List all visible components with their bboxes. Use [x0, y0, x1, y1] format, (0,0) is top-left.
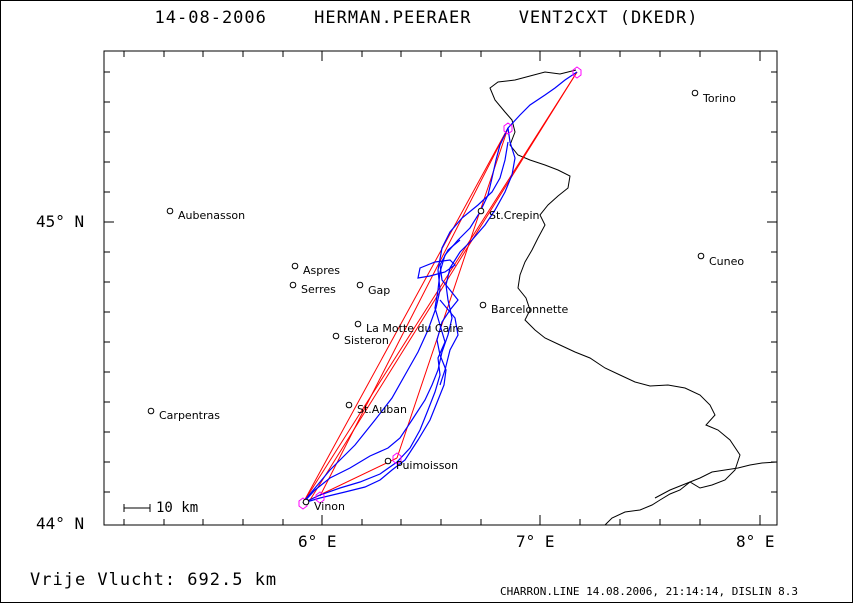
place-label-gap: Gap — [368, 284, 390, 297]
turnpoint-marker — [315, 491, 325, 504]
place-marker — [477, 207, 485, 215]
place-marker — [147, 407, 155, 415]
place-label-sisteron: Sisteron — [344, 334, 389, 347]
place-marker — [697, 252, 705, 260]
scale-label: 10 km — [156, 500, 199, 516]
pilot-name: HERMAN.PEERAER — [314, 8, 472, 28]
place-marker — [289, 281, 297, 289]
scale-bar — [123, 504, 151, 512]
place-marker — [356, 281, 364, 289]
left-ticks — [104, 71, 114, 493]
place-marker — [691, 89, 699, 97]
place-label-st-auban: St.Auban — [357, 403, 407, 416]
place-label-serres: Serres — [301, 283, 336, 296]
flight-title: 14-08-2006 HERMAN.PEERAER VENT2CXT (DKED… — [0, 8, 853, 28]
lon-label-7: 7° E — [516, 532, 555, 551]
place-label-vinon: Vinon — [314, 500, 345, 513]
place-label-st-crepin: St.Crepin — [489, 209, 540, 222]
flight-date: 14-08-2006 — [154, 8, 267, 28]
place-marker — [479, 301, 487, 309]
place-labels: Torino Aubenasson St.Crepin Cuneo Aspres… — [159, 92, 744, 513]
place-label-cuneo: Cuneo — [709, 255, 744, 268]
place-markers — [147, 89, 705, 506]
place-label-carpentras: Carpentras — [159, 409, 220, 422]
place-marker — [332, 332, 340, 340]
place-label-aspres: Aspres — [303, 264, 340, 277]
place-marker — [345, 401, 353, 409]
right-ticks — [767, 71, 777, 493]
place-label-barcelonnette: Barcelonnette — [491, 303, 569, 316]
place-marker — [302, 498, 310, 506]
turnpoint-marker — [503, 122, 513, 135]
place-marker — [384, 457, 392, 465]
flight-track — [302, 71, 578, 504]
bottom-ticks — [123, 515, 761, 525]
glider-id: VENT2CXT (DKEDR) — [518, 8, 699, 28]
top-ticks — [123, 51, 761, 61]
lat-label-45: 45° N — [36, 212, 85, 231]
map-border — [103, 50, 778, 526]
place-label-puimoisson: Puimoisson — [396, 459, 458, 472]
turnpoint-marker — [392, 452, 402, 465]
place-marker — [291, 262, 299, 270]
distance-summary: Vrije Vlucht: 692.5 km — [30, 570, 278, 590]
coast-line — [654, 461, 778, 499]
turnpoint-marker — [572, 66, 582, 79]
place-label-la-motte-du-caire: La Motte du Caire — [366, 322, 464, 335]
place-marker — [354, 320, 362, 328]
place-label-aubenasson: Aubenasson — [178, 209, 245, 222]
lon-label-8: 8° E — [736, 532, 775, 551]
lon-label-6: 6° E — [298, 532, 337, 551]
program-info: CHARRON.LINE 14.08.2006, 21:14:14, DISLI… — [500, 585, 799, 598]
place-marker — [166, 207, 174, 215]
country-border — [489, 69, 741, 526]
place-label-torino: Torino — [702, 92, 736, 105]
lat-label-44: 44° N — [36, 514, 85, 533]
